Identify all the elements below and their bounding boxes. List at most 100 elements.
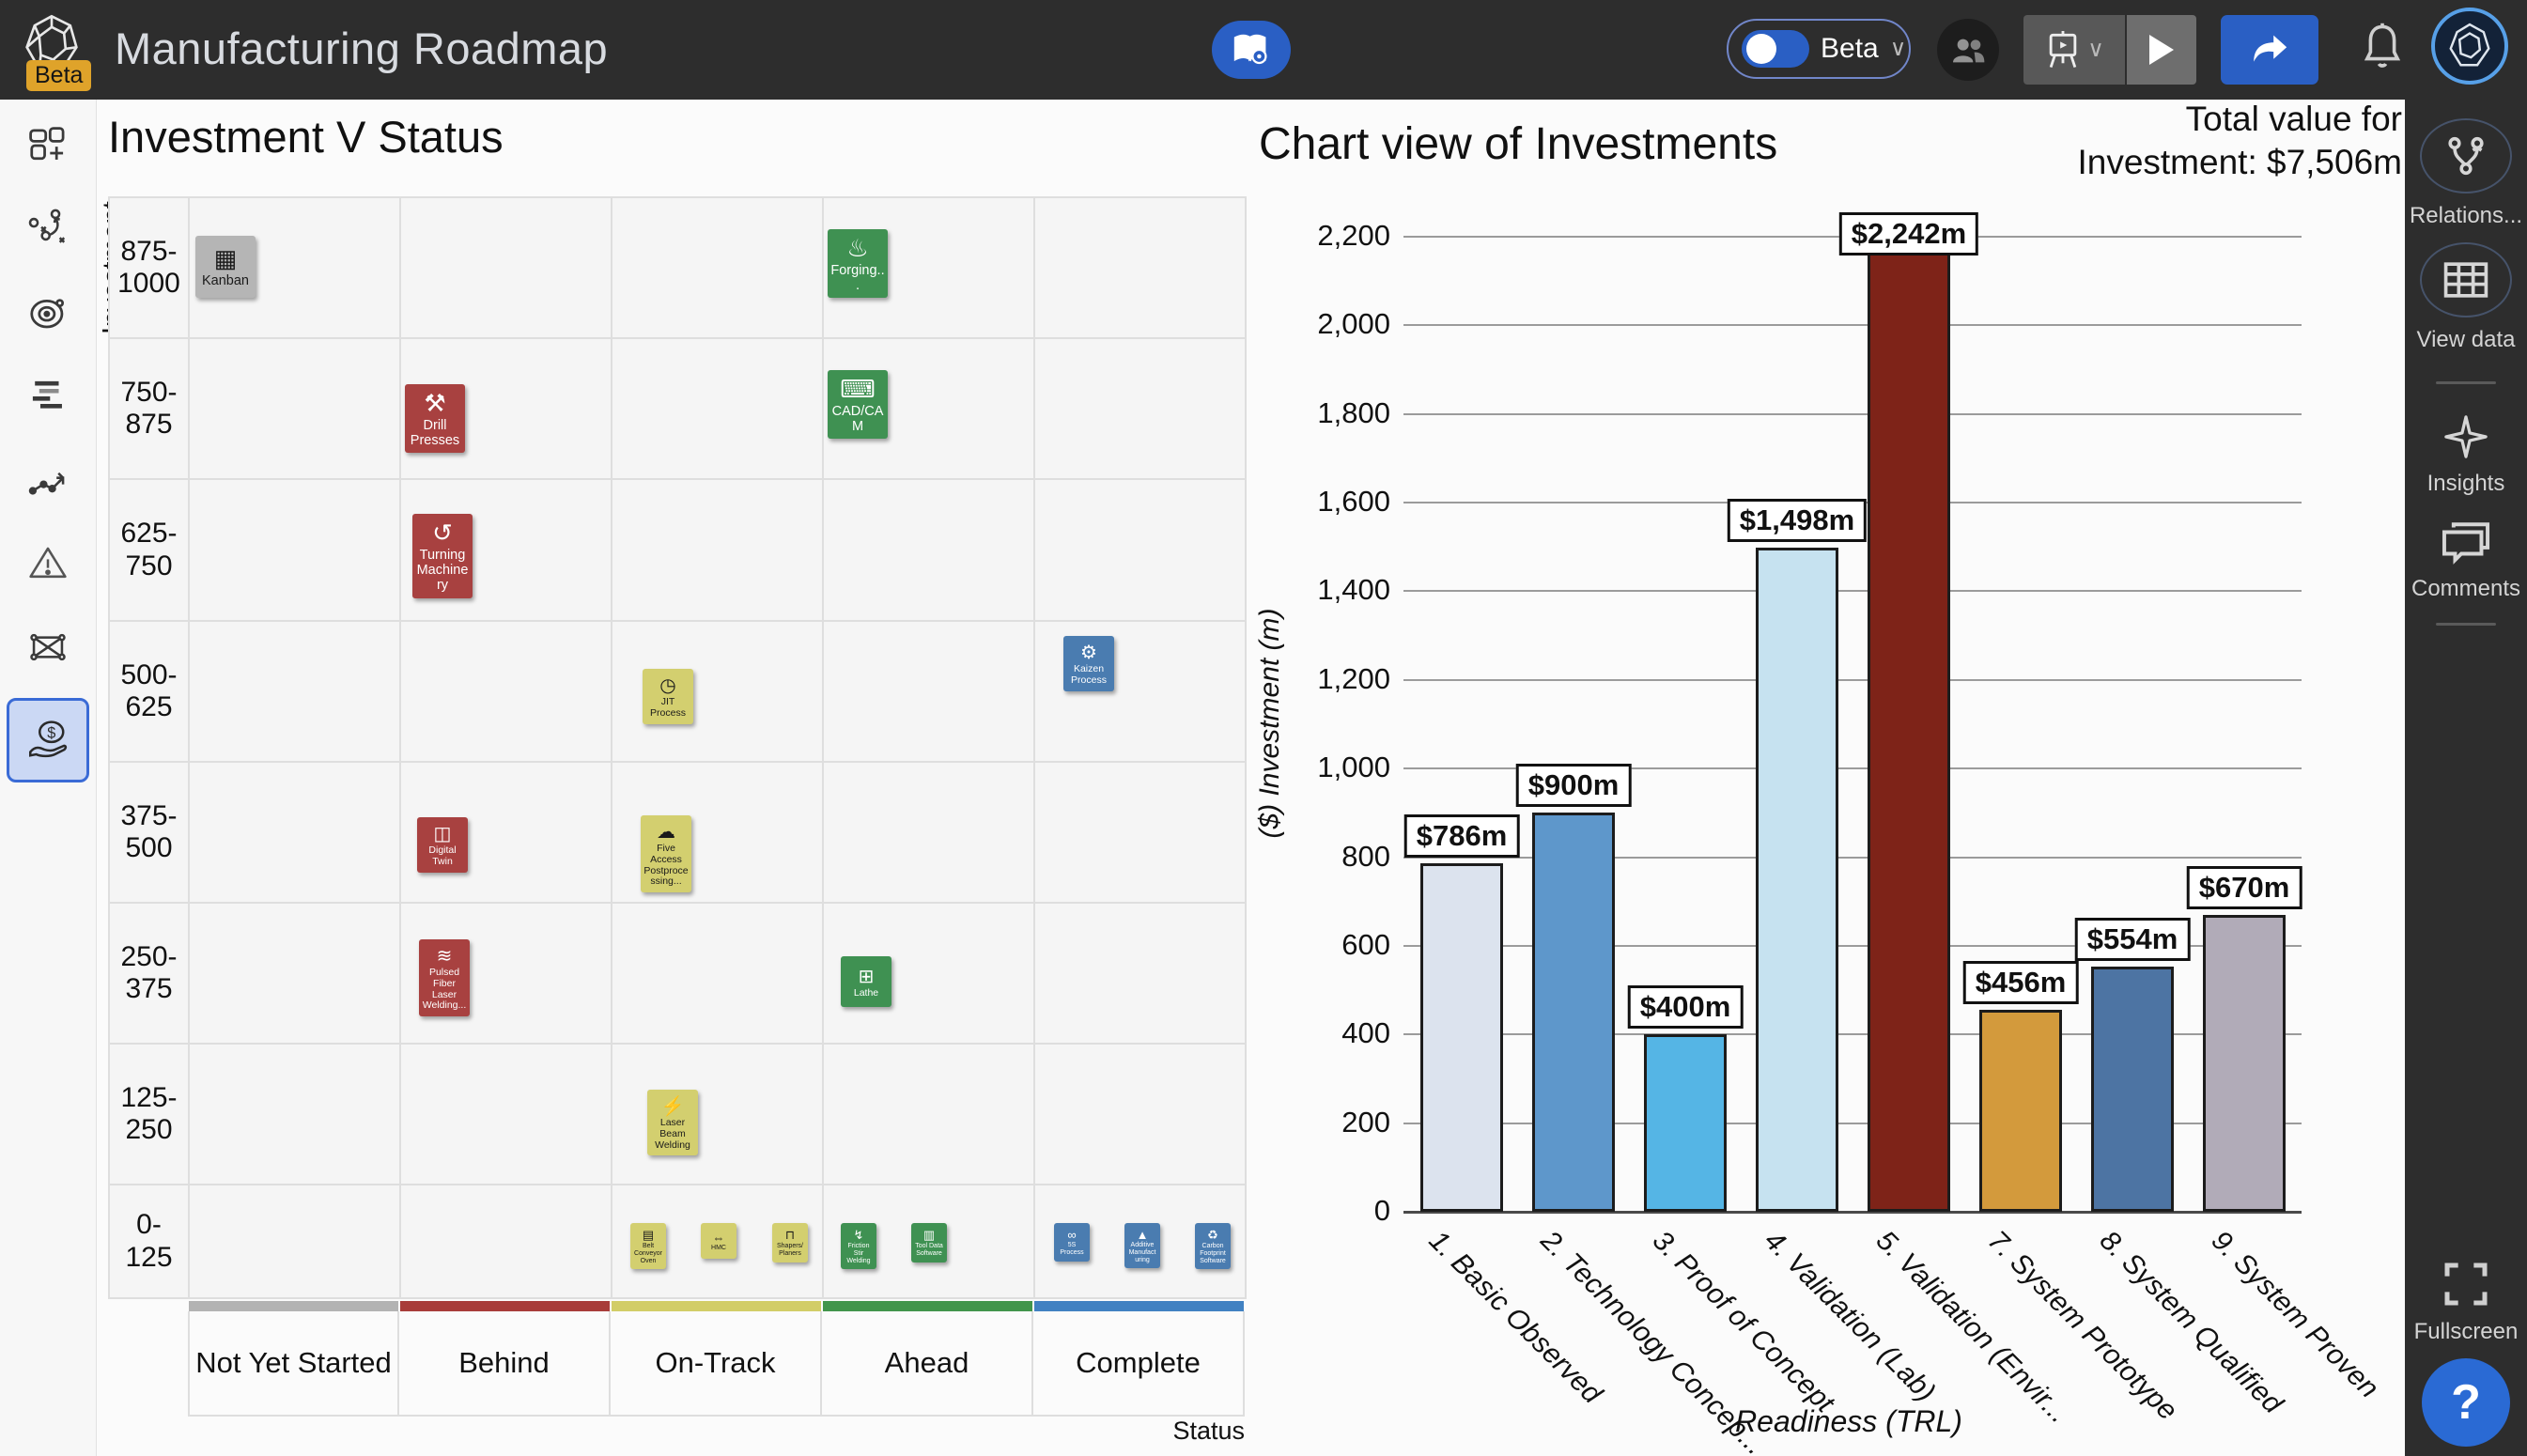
sidebar-item-strategy[interactable]	[9, 196, 86, 262]
matrix-card[interactable]: ▲Additive Manufacturing	[1124, 1223, 1160, 1268]
matrix-card[interactable]: ⚡Laser Beam Welding	[647, 1090, 698, 1155]
matrix-cell	[401, 1045, 612, 1185]
card-label: Tool Data Software	[914, 1243, 944, 1258]
x-tick-label: 3. Proof of Concept	[1646, 1225, 1840, 1419]
relations-label: Relations...	[2410, 203, 2522, 229]
matrix-card[interactable]: ⊞Lathe	[841, 956, 891, 1007]
y-tick-label: 1,800	[1259, 396, 1390, 430]
chart-bar[interactable]	[1868, 218, 1950, 1212]
sidebar-item-gantt[interactable]	[9, 364, 86, 429]
card-label: Lathe	[844, 988, 889, 999]
y-tick-label: 200	[1259, 1106, 1390, 1139]
chart-bar[interactable]	[1644, 1034, 1727, 1212]
app-root: Beta Manufacturing Roadmap Beta ∨	[0, 0, 2527, 1456]
help-button[interactable]: ?	[2422, 1358, 2510, 1447]
matrix-card[interactable]: ⇔HMC	[701, 1223, 736, 1259]
matrix-card[interactable]: ≋Pulsed Fiber Laser Welding...	[419, 939, 470, 1016]
matrix-card[interactable]: ▦Kanban	[195, 236, 256, 298]
card-icon: ⚒	[424, 389, 445, 418]
matrix-cell	[401, 1185, 612, 1299]
card-label: 5S Process	[1057, 1242, 1087, 1257]
matrix-row: 125-250 ⚡Laser Beam Welding	[110, 1045, 1247, 1185]
matrix-card[interactable]: ☁Five Access Postprocessing...	[641, 815, 691, 892]
matrix-row: 0-125 ▤Belt Conveyor Oven ⇔HMC ⊓Shapers/ Pl…	[110, 1185, 1247, 1299]
y-tick-label: 0	[1259, 1194, 1390, 1228]
matrix-cell: ◷JIT Process	[612, 622, 824, 763]
share-button[interactable]	[2221, 15, 2318, 85]
chevron-down-icon: ∨	[2087, 39, 2104, 61]
matrix-card[interactable]: ⊓Shapers/ Planers	[772, 1223, 808, 1262]
matrix-cell	[190, 1045, 401, 1185]
card-label: Five Access Postprocessing...	[643, 844, 689, 888]
y-tick-label: 600	[1259, 928, 1390, 962]
fullscreen-button[interactable]: Fullscreen	[2414, 1261, 2519, 1345]
card-icon: ♻	[1207, 1228, 1218, 1243]
sidebar-item-risks[interactable]	[9, 531, 86, 596]
beta-badge: Beta	[26, 60, 91, 91]
matrix-x-axis-label: Status	[108, 1417, 1245, 1446]
card-icon: ◫	[434, 822, 452, 845]
chart-bar[interactable]	[2091, 967, 2174, 1212]
matrix-card[interactable]: ⚒Drill Presses	[405, 384, 465, 453]
status-column-label: Behind	[399, 1311, 611, 1417]
bar-value-label: $554m	[2075, 918, 2191, 961]
sidebar-divider	[2436, 381, 2496, 384]
matrix-card[interactable]: ◷JIT Process	[643, 669, 693, 724]
matrix-card[interactable]: ⚙Kaizen Process	[1063, 636, 1114, 691]
bar-value-label: $2,242m	[1839, 212, 1978, 256]
matrix-card[interactable]: ◫Digital Twin	[417, 817, 468, 873]
matrix-cell: ☁Five Access Postprocessing...	[612, 763, 824, 904]
beta-mode-toggle[interactable]: Beta ∨	[1727, 19, 1911, 79]
sidebar-item-investments[interactable]: $	[7, 698, 89, 782]
chart-bar[interactable]	[1979, 1010, 2062, 1212]
matrix-cell: ⚡Laser Beam Welding	[612, 1045, 824, 1185]
matrix-cell: ⚒Drill Presses	[401, 339, 612, 480]
status-color-strip	[189, 1301, 398, 1311]
notifications-button[interactable]	[2356, 21, 2409, 73]
matrix-card[interactable]: ⌨CAD/CAM	[828, 370, 888, 439]
user-avatar[interactable]	[2431, 8, 2508, 85]
card-icon: ⊓	[785, 1228, 795, 1243]
sidebar-item-dependencies[interactable]	[9, 614, 86, 680]
status-color-strip	[823, 1301, 1032, 1311]
fullscreen-label: Fullscreen	[2414, 1319, 2519, 1345]
sidebar-item-trend[interactable]	[9, 447, 86, 513]
present-button[interactable]: ∨	[2023, 15, 2125, 85]
matrix-card[interactable]: ∞5S Process	[1054, 1223, 1090, 1262]
card-icon: ↯	[854, 1228, 864, 1243]
guide-button[interactable]	[1212, 21, 1291, 79]
chart-bar[interactable]	[1532, 813, 1615, 1212]
matrix-card[interactable]: ♨Forging...	[828, 229, 888, 298]
sidebar-item-view-data[interactable]: View data	[2417, 242, 2516, 353]
sidebar-item-widgets-add[interactable]	[9, 113, 86, 178]
matrix-cell: ↺Turning Machinery	[401, 480, 612, 622]
sidebar-item-comments[interactable]: Comments	[2411, 519, 2520, 602]
matrix-card[interactable]: ↺Turning Machinery	[412, 514, 473, 598]
matrix-row: 875-1000▦Kanban ♨Forging...	[110, 198, 1247, 339]
chart-bar[interactable]	[1420, 863, 1503, 1212]
matrix-card[interactable]: ♻Carbon Footprint Software	[1195, 1223, 1231, 1269]
play-icon	[2149, 35, 2174, 65]
toggle-track[interactable]	[1742, 30, 1809, 68]
matrix-row-label: 875-1000	[110, 198, 190, 339]
matrix-row-label: 125-250	[110, 1045, 190, 1185]
trendline-icon	[26, 458, 70, 502]
sidebar-item-relations[interactable]: Relations...	[2410, 118, 2522, 229]
matrix-card[interactable]: ↯Friction Stir Welding	[841, 1223, 876, 1269]
status-column: On-Track	[611, 1301, 822, 1417]
matrix-card[interactable]: ▤Belt Conveyor Oven	[630, 1223, 666, 1269]
card-icon: ↺	[432, 519, 453, 548]
chart-total-value: Total value for Investment: $7,506m	[2077, 98, 2402, 185]
play-button[interactable]	[2127, 15, 2196, 85]
matrix-row-label: 0-125	[110, 1185, 190, 1299]
gridline	[1403, 679, 2302, 681]
sidebar-item-goals[interactable]	[9, 280, 86, 346]
matrix-column-footer: Not Yet StartedBehindOn-TrackAheadComple…	[188, 1301, 1245, 1417]
avatar-polyhedron-icon	[2444, 21, 2495, 71]
chart-bar[interactable]	[2203, 915, 2286, 1212]
chart-bar[interactable]	[1756, 548, 1838, 1212]
sidebar-item-insights[interactable]: Insights	[2427, 412, 2505, 497]
matrix-cell: ⚙Kaizen Process	[1035, 622, 1247, 763]
collaborators-button[interactable]	[1937, 19, 1999, 81]
matrix-card[interactable]: ▥Tool Data Software	[911, 1223, 947, 1262]
